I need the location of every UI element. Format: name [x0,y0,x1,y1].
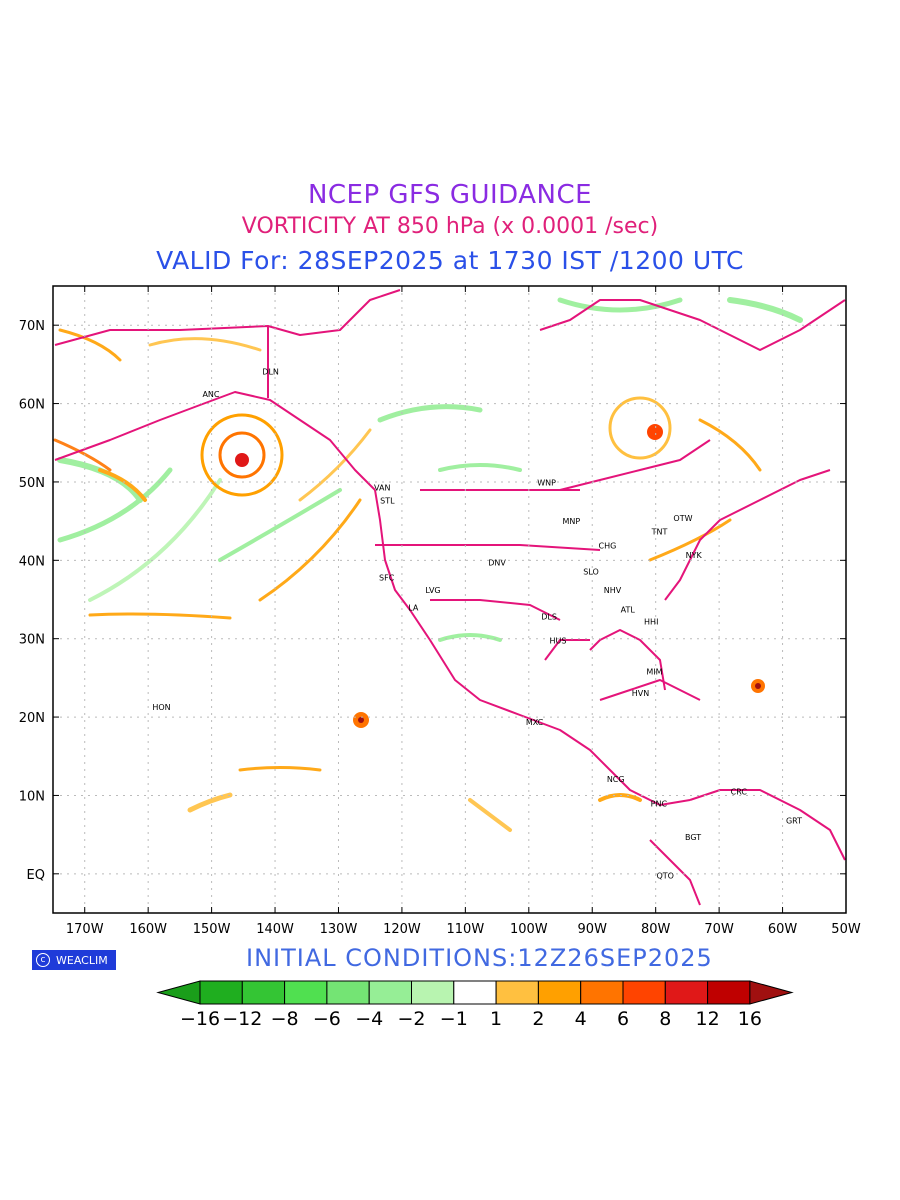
colorbar-swatch [368,980,413,1005]
colorbar-label: −2 [397,1008,425,1030]
colorbar-swatch [495,980,539,1005]
colorbar-swatch [199,980,243,1005]
city-label: NHV [604,586,622,595]
colorbar-arrow-right [749,980,794,1005]
colorbar-swatch [664,980,709,1005]
colorbar-arrow-left [156,980,201,1005]
colorbar-label: −12 [222,1008,262,1030]
city-label: SLO [583,567,599,576]
logo-text: WEACLIM [56,953,108,967]
lon-tick-label: 170W [66,922,104,937]
lat-tick-label: 50N [19,476,45,491]
city-label: DNV [488,559,506,568]
city-label: HON [152,703,170,712]
lat-tick-label: 70N [19,319,45,334]
city-label: OTW [673,514,692,523]
city-label: WNP [537,479,556,488]
map-field [53,289,846,906]
title-variable: VORTICITY AT 850 hPa (x 0.0001 /sec) [241,214,659,239]
city-label: TNT [651,527,668,536]
city-label: SFC [379,574,395,583]
colorbar-label: −4 [355,1008,383,1030]
lat-tick-label: 10N [19,789,45,804]
colorbar-swatch [537,980,582,1005]
copyright-icon: c [36,953,50,967]
city-label: QTO [656,871,673,880]
lon-tick-label: 140W [256,922,294,937]
colorbar-label: 16 [738,1008,762,1030]
city-label: STL [380,497,395,506]
city-label: ATL [621,606,636,615]
title-model: NCEP GFS GUIDANCE [307,180,593,210]
colorbar-label: 1 [490,1008,502,1030]
city-label: PNC [651,799,668,808]
city-labels: DLN ANC VAN STL WNP MNP OTW TNT CHG NYK DNV SFC SLO L… [152,367,802,880]
lat-tick-label: 20N [19,711,45,726]
colorbar: −16 −12 −8 −6 −4 −2 −1 1 2 4 6 8 12 16 [156,980,794,1030]
colorbar-swatch [284,980,328,1005]
city-label: HVN [632,689,649,698]
colorbar-label: −16 [180,1008,220,1030]
colorbar-swatch [241,980,286,1005]
lon-tick-label: 50W [831,922,861,937]
city-label: MIM [646,668,662,677]
lat-tick-label: 60N [19,398,45,413]
lon-tick-label: 160W [129,922,167,937]
colorbar-swatch [622,980,666,1005]
city-label: VAN [374,483,390,492]
lon-tick-label: 110W [447,922,485,937]
lon-tick-label: 120W [383,922,421,937]
colorbar-swatch [707,980,751,1005]
lat-tick-label: 30N [19,633,45,648]
colorbar-swatch [453,980,497,1005]
colorbar-swatch [580,980,624,1005]
city-label: DLN [262,367,279,376]
weaclim-logo: c WEACLIM [32,950,116,970]
lat-tick-label: 40N [19,554,45,569]
city-label: NCG [607,775,625,784]
city-label: GRT [786,817,802,826]
lon-tick-label: 100W [510,922,548,937]
colorbar-swatch [326,980,370,1005]
map-frame [52,285,847,914]
city-label: ANC [202,390,219,399]
lat-tick-label: EQ [27,868,45,883]
city-label: CHG [599,541,617,550]
colorbar-label: −6 [313,1008,341,1030]
colorbar-label: 12 [696,1008,720,1030]
city-label: HUS [550,636,567,645]
city-label: LVG [425,586,440,595]
city-label: HHI [644,617,658,626]
title-valid-time: VALID For: 28SEP2025 at 1730 IST /1200 U… [156,246,744,275]
city-label: NYK [686,551,703,560]
lon-tick-label: 80W [641,922,671,937]
lon-tick-label: 60W [768,922,798,937]
lon-tick-label: 150W [193,922,231,937]
map-axes: 170W 160W 150W 140W 130W 120W 110W 100W 90W 80W 70… [19,286,861,937]
city-label: CRC [731,788,748,797]
colorbar-label: 6 [617,1008,629,1030]
city-label: DLS [541,613,557,622]
lon-tick-label: 90W [578,922,608,937]
colorbar-swatch [411,980,455,1005]
colorbar-label: −8 [271,1008,299,1030]
colorbar-label: 2 [532,1008,544,1030]
city-label: MNP [562,517,580,526]
city-label: BGT [685,833,701,842]
city-label: LA [408,603,419,612]
lon-tick-label: 130W [320,922,358,937]
initial-conditions: INITIAL CONDITIONS:12Z26SEP2025 [246,944,713,972]
colorbar-label: 8 [659,1008,671,1030]
city-label: MXC [526,718,544,727]
colorbar-label: 4 [575,1008,587,1030]
lon-tick-label: 70W [704,922,734,937]
colorbar-label: −1 [440,1008,468,1030]
